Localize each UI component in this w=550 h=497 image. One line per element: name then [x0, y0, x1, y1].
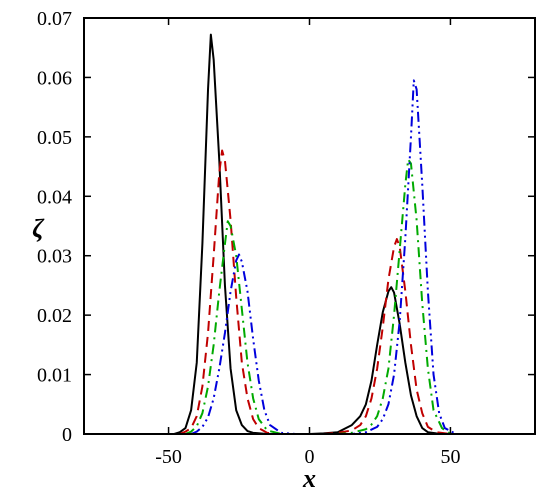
y-tick-label: 0.03: [37, 246, 72, 268]
x-axis-ticks: -50 0 50: [155, 18, 460, 468]
x-tick-label: -50: [155, 446, 182, 468]
y-tick-label: 0.02: [37, 305, 72, 327]
y-tick-label: 0.05: [37, 127, 72, 149]
x-tick-label: 0: [305, 446, 315, 468]
x-tick-label: 50: [440, 446, 460, 468]
y-tick-label: 0.04: [37, 186, 72, 208]
y-tick-label: 0.07: [37, 8, 72, 30]
x-axis-label: x: [302, 464, 316, 493]
y-tick-label: 0: [62, 424, 72, 446]
y-tick-label: 0.01: [37, 365, 72, 387]
series-line-4: [190, 79, 457, 435]
plot-frame: [83, 17, 536, 435]
y-axis-ticks: 0 0.01 0.02 0.03 0.04 0.05 0.06 0.07: [37, 8, 535, 446]
series-layer: [173, 33, 457, 435]
y-axis-label: ζ: [32, 214, 45, 243]
y-tick-label: 0.06: [37, 67, 72, 89]
